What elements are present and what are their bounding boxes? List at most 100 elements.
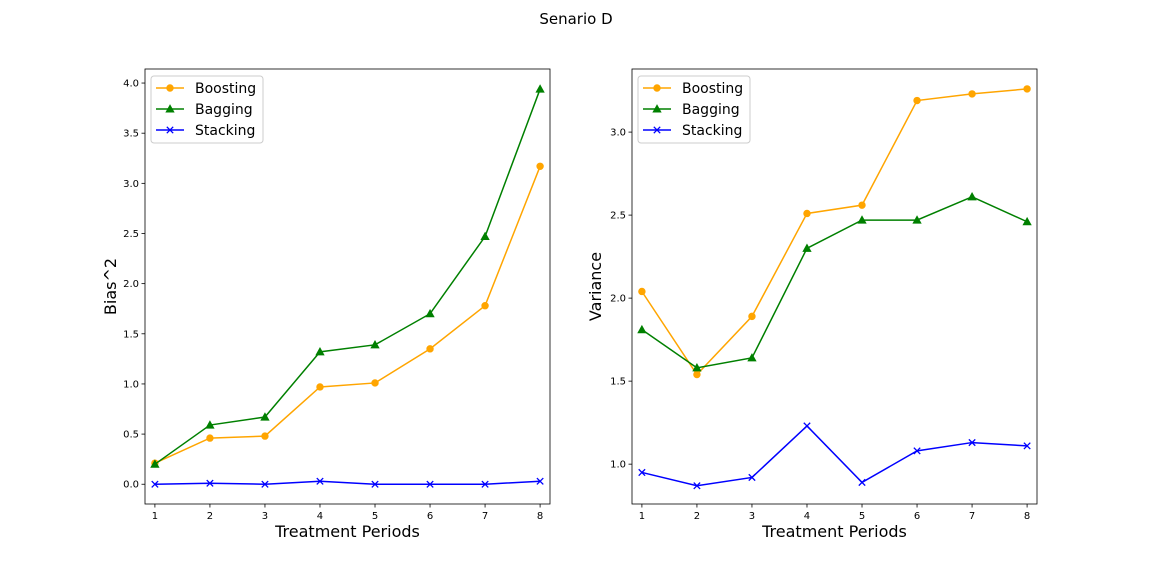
variance-series-stacking-point-2 — [693, 482, 701, 490]
variance-series-stacking-point-7 — [968, 438, 976, 447]
bias-x-tick-label-4: 4 — [317, 511, 323, 522]
bias-series-stacking-point-6 — [426, 480, 434, 488]
variance-series-boosting-point-4 — [803, 209, 811, 218]
variance-y-tick-label-1: 1.5 — [610, 377, 626, 388]
variance-series-boosting-point-5 — [858, 201, 866, 209]
variance-series-bagging-point-1 — [637, 324, 647, 334]
bias-series-stacking-point-5-stroke-b — [371, 480, 379, 488]
variance-y-tick-label-3: 2.5 — [610, 211, 626, 222]
variance-y-tick-label-2: 2.0 — [610, 294, 626, 305]
bias-series-boosting-point-3 — [261, 432, 269, 440]
variance-series-bagging-point-5 — [857, 215, 867, 224]
variance-series-stacking-point-2-stroke-b — [693, 482, 701, 490]
bias-series-boosting-point-4 — [316, 383, 324, 391]
variance-series-stacking-point-8-stroke-b — [1023, 442, 1031, 450]
variance-series-boosting-point-8 — [1023, 85, 1031, 93]
variance-x-tick-label-1: 1 — [639, 511, 645, 522]
bias-series-boosting-point-8 — [536, 162, 544, 170]
variance-series-boosting-line — [641, 88, 1028, 376]
bias-series-stacking-line — [154, 480, 541, 485]
variance-x-axis-label: Treatment Periods — [761, 522, 907, 541]
variance-series-bagging-point-6 — [912, 215, 922, 224]
bias-x-tick-label-5: 5 — [372, 511, 378, 522]
bias-legend-stacking-marker — [166, 126, 174, 134]
variance-y-axis-label: Variance — [586, 252, 605, 321]
variance-series-bagging-point-2 — [692, 363, 702, 372]
variance-series-boosting-point-7 — [968, 90, 976, 98]
bias-series-stacking-point-7-stroke-b — [481, 480, 489, 488]
variance-legend-bagging-marker — [652, 104, 662, 113]
variance-series-stacking-point-3-stroke-b — [748, 473, 756, 482]
bias-y-tick-label-4: 2.0 — [123, 279, 139, 290]
variance-legend-stacking-marker-stroke-b — [653, 126, 661, 134]
variance-series-stacking-point-8 — [1023, 442, 1031, 450]
variance-series-bagging-line — [641, 196, 1028, 369]
variance-series-bagging-point-7 — [967, 192, 977, 201]
variance-series-stacking-point-4-stroke-b — [803, 422, 811, 430]
bias-series-stacking-point-2-stroke-b — [206, 479, 214, 487]
bias-y-tick-label-7: 3.5 — [123, 129, 139, 140]
variance-series-stacking-point-3 — [748, 473, 756, 482]
bias-series-boosting-point-2 — [206, 434, 214, 442]
variance-series-stacking-point-1 — [638, 468, 646, 477]
variance-series-boosting-point-3 — [748, 312, 756, 321]
variance-series-stacking-point-7-stroke-b — [968, 438, 976, 447]
bias-series-stacking-point-1-stroke-b — [151, 480, 159, 488]
bias-series-bagging-point-2 — [205, 420, 215, 429]
variance-series-boosting-point-1 — [638, 287, 646, 296]
bias-x-tick-label-8: 8 — [537, 511, 543, 522]
bias-y-tick-label-6: 3.0 — [123, 179, 139, 190]
variance-legend-bagging-label: Bagging — [682, 102, 740, 118]
bias-y-tick-label-3: 1.5 — [123, 329, 139, 340]
bias-x-tick-label-1: 1 — [152, 511, 158, 522]
bias-x-tick-label-2: 2 — [207, 511, 213, 522]
variance-series-stacking-point-6-stroke-b — [913, 447, 921, 455]
bias-series-stacking-point-3 — [261, 480, 269, 488]
variance-series-stacking-point-5-stroke-b — [858, 478, 866, 487]
variance-series-stacking-point-6 — [913, 447, 921, 455]
bias-series-stacking-point-7 — [481, 480, 489, 488]
bias-legend-boosting-marker — [166, 84, 174, 92]
bias-series-bagging-point-1 — [150, 459, 160, 468]
variance-x-tick-label-3: 3 — [749, 511, 755, 522]
bias-series-boosting-point-6 — [426, 345, 434, 353]
bias-legend-stacking-marker-stroke-b — [166, 126, 174, 134]
bias-legend: Boosting Bagging Stacking — [150, 75, 264, 144]
bias-y-axis-label: Bias^2 — [101, 258, 120, 315]
bias-y-tick-label-0: 0.0 — [123, 480, 139, 491]
bias-x-tick-label-7: 7 — [482, 511, 488, 522]
bias-legend-boosting-label: Boosting — [195, 81, 256, 97]
bias-y-tick-label-2: 1.0 — [123, 379, 139, 390]
variance-x-tick-label-5: 5 — [859, 511, 865, 522]
variance-series-stacking-point-5 — [858, 478, 866, 487]
bias-legend-stacking-label: Stacking — [195, 123, 255, 139]
variance-series-boosting-point-6 — [913, 96, 921, 105]
variance-x-tick-label-7: 7 — [969, 511, 975, 522]
bias-series-stacking-point-8 — [536, 477, 544, 485]
bias-series-boosting-line — [154, 166, 541, 464]
bias-squared-panel: 1 2 3 4 5 6 7 8 0.0 0.5 1.0 1.5 2.0 2.5 3.0 3.5 4.0 Treat… — [101, 68, 551, 541]
bias-y-tick-label-5: 2.5 — [123, 229, 139, 240]
bias-series-bagging-point-3 — [260, 412, 270, 421]
variance-panel: 1 2 3 4 5 6 7 8 1.0 1.5 2.0 2.5 3.0 Treatment Periods… — [586, 68, 1038, 541]
bias-y-tick-label-8: 4.0 — [123, 79, 139, 90]
bias-x-axis-label: Treatment Periods — [274, 522, 420, 541]
bias-series-boosting-point-7 — [481, 302, 489, 310]
bias-legend-bagging-label: Bagging — [195, 102, 253, 118]
bias-x-tick-label-6: 6 — [427, 511, 433, 522]
bias-series-stacking-point-3-stroke-b — [261, 480, 269, 488]
variance-series-stacking-line — [641, 424, 1028, 487]
variance-x-tick-label-4: 4 — [804, 511, 810, 522]
variance-x-tick-label-6: 6 — [914, 511, 920, 522]
variance-legend-stacking-marker — [653, 126, 661, 134]
bias-series-stacking-point-4 — [316, 477, 324, 485]
variance-axes-frame — [631, 68, 1038, 505]
bias-legend-box — [150, 75, 264, 144]
bias-y-tick-label-1: 0.5 — [123, 430, 139, 441]
bias-series-stacking-point-4-stroke-b — [316, 477, 324, 485]
variance-series-stacking-point-4 — [803, 422, 811, 430]
bias-series-stacking-point-8-stroke-b — [536, 477, 544, 485]
variance-y-tick-label-4: 3.0 — [610, 128, 626, 139]
bias-axes-frame — [144, 68, 551, 505]
